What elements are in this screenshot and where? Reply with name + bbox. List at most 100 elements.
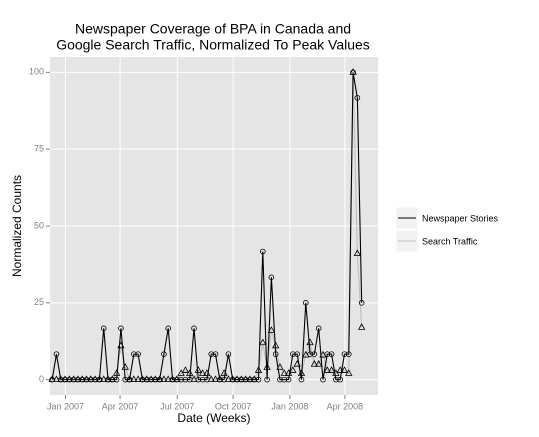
- circle-point: [298, 376, 305, 383]
- circle-point: [182, 376, 189, 383]
- circle-point: [83, 376, 90, 383]
- x-tick-label: Jan 2008: [271, 401, 308, 411]
- x-tick-label: Apr 2008: [327, 401, 364, 411]
- circle-point: [92, 376, 98, 383]
- triangle-point: [310, 360, 319, 367]
- circle-point: [302, 300, 309, 306]
- y-axis-label: Normalized Counts: [10, 175, 24, 277]
- triangle-point: [216, 375, 224, 383]
- triangle-point: [211, 375, 220, 383]
- chart-title: Google Search Traffic, Normalized To Pea…: [56, 37, 370, 53]
- circle-point: [217, 376, 223, 383]
- circle-point: [354, 95, 361, 101]
- circle-point: [66, 376, 73, 383]
- triangle-point: [198, 369, 207, 376]
- y-tick-label: 50: [34, 220, 44, 230]
- triangle-point: [267, 326, 276, 333]
- triangle-point: [241, 375, 250, 383]
- circle-point: [320, 376, 326, 383]
- triangle-point: [314, 360, 323, 367]
- triangle-point: [254, 366, 263, 373]
- circle-point: [139, 376, 146, 383]
- triangle-point: [95, 375, 104, 383]
- triangle-point: [246, 375, 254, 383]
- triangle-point: [87, 375, 95, 383]
- circle-point: [277, 376, 283, 383]
- circle-point: [204, 376, 210, 383]
- triangle-point: [203, 369, 211, 376]
- triangle-point: [91, 375, 99, 383]
- circle-point: [165, 325, 172, 332]
- circle-point: [272, 351, 279, 357]
- triangle-point: [104, 375, 112, 383]
- series-line: [51, 72, 363, 381]
- circle-point: [311, 351, 318, 357]
- triangle-point: [345, 369, 353, 376]
- circle-point: [281, 376, 288, 383]
- triangle-point: [181, 366, 190, 373]
- legend-label: Search Traffic: [422, 236, 478, 246]
- triangle-point: [147, 375, 155, 383]
- circle-point: [88, 376, 94, 383]
- circle-point: [208, 351, 215, 357]
- triangle-point: [224, 375, 233, 383]
- triangle-point: [52, 375, 61, 383]
- circle-point: [191, 325, 197, 332]
- circle-point: [259, 248, 266, 255]
- circle-point: [109, 376, 116, 383]
- triangle-point: [69, 375, 78, 383]
- circle-point: [100, 325, 107, 332]
- circle-point: [75, 376, 81, 383]
- triangle-point: [289, 366, 297, 373]
- x-tick-label: Jan 2007: [47, 401, 84, 411]
- triangle-point: [353, 249, 362, 257]
- triangle-point: [263, 363, 271, 370]
- circle-point: [126, 376, 133, 383]
- triangle-point: [117, 341, 125, 349]
- triangle-point: [327, 366, 336, 373]
- triangle-point: [306, 338, 314, 346]
- triangle-point: [229, 375, 237, 383]
- circle-point: [57, 376, 64, 383]
- circle-point: [131, 351, 137, 357]
- triangle-point: [78, 375, 86, 383]
- triangle-point: [74, 375, 82, 383]
- circle-point: [350, 69, 356, 76]
- circle-point: [152, 376, 159, 383]
- circle-point: [285, 376, 292, 383]
- triangle-point: [100, 375, 108, 383]
- circle-point: [199, 376, 206, 383]
- triangle-point: [194, 366, 202, 373]
- triangle-point: [112, 369, 121, 376]
- triangle-point: [134, 375, 142, 383]
- circle-point: [178, 376, 184, 383]
- triangle-point: [125, 375, 134, 383]
- triangle-point: [164, 375, 172, 383]
- circle-point: [148, 376, 154, 383]
- x-axis-label: Date (Weeks): [177, 411, 250, 425]
- circle-point: [53, 351, 60, 357]
- triangle-point: [138, 375, 147, 383]
- triangle-point: [250, 375, 258, 383]
- triangle-point: [168, 375, 177, 383]
- circle-point: [221, 376, 227, 383]
- x-tick-label: Oct 2007: [215, 401, 252, 411]
- y-tick-label: 0: [39, 374, 44, 384]
- triangle-point: [151, 375, 160, 383]
- circle-point: [324, 351, 331, 357]
- circle-point: [70, 376, 77, 383]
- triangle-point: [280, 369, 288, 376]
- x-tick-label: Jul 2007: [160, 401, 194, 411]
- triangle-point: [357, 323, 366, 330]
- triangle-point: [143, 375, 151, 383]
- circle-point: [49, 376, 55, 383]
- circle-point: [122, 376, 129, 383]
- series-line: [52, 72, 363, 381]
- triangle-point: [233, 375, 241, 383]
- triangle-point: [237, 375, 245, 383]
- triangle-point: [61, 375, 69, 383]
- triangle-point: [259, 338, 267, 346]
- triangle-point: [276, 363, 284, 370]
- triangle-point: [130, 375, 138, 383]
- circle-point: [345, 351, 352, 357]
